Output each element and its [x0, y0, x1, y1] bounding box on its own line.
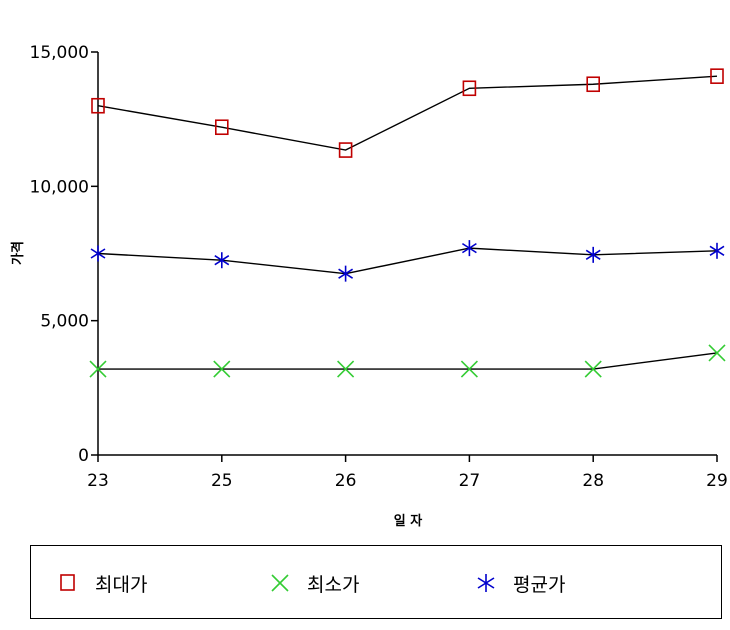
series-lines — [97, 75, 718, 370]
legend-item-max: 최대가 — [57, 546, 147, 620]
data-point-min — [213, 360, 231, 378]
data-point-max — [338, 142, 353, 158]
line-chart: 0 5,000 10,000 15,000 23 25 26 27 28 29 가격 일 자 — [11, 43, 728, 529]
x-tick-label: 27 — [459, 471, 481, 491]
legend: 최대가 최소가 평균가 — [30, 545, 722, 619]
y-tick-label: 5,000 — [40, 312, 89, 332]
x-tick-label: 28 — [582, 471, 604, 491]
y-tick-label: 10,000 — [30, 177, 89, 197]
y-axis-label: 가격 — [11, 241, 26, 265]
data-point-min — [584, 360, 602, 378]
x-axis-label: 일 자 — [394, 514, 422, 529]
x-tick-label: 23 — [87, 471, 109, 491]
data-point-avg — [461, 240, 477, 257]
data-point-avg — [585, 246, 601, 263]
data-point-min — [337, 360, 355, 378]
asterisk-marker-icon — [477, 574, 495, 592]
data-point-min — [708, 344, 726, 362]
legend-label-avg: 평균가 — [513, 573, 566, 596]
y-tick-label: 15,000 — [30, 43, 89, 63]
data-point-avg — [709, 242, 725, 259]
data-point-max — [462, 80, 477, 97]
series-line-2 — [97, 247, 718, 275]
legend-label-min: 최소가 — [307, 573, 360, 596]
data-point-min — [89, 360, 107, 378]
square-marker-icon — [60, 574, 75, 591]
x-ticks: 23 25 26 27 28 29 — [87, 455, 728, 491]
series-line-0 — [97, 75, 718, 151]
x-marker-icon — [271, 574, 289, 592]
x-tick-label: 26 — [335, 471, 357, 491]
y-tick-label: 0 — [78, 446, 89, 466]
y-ticks: 0 5,000 10,000 15,000 — [30, 43, 98, 466]
series-points — [89, 68, 726, 378]
data-point-avg — [90, 245, 106, 262]
x-tick-label: 25 — [211, 471, 233, 491]
data-point-max — [215, 119, 229, 136]
data-point-max — [586, 76, 601, 93]
x-tick-label: 29 — [706, 471, 728, 491]
data-point-avg — [338, 265, 354, 282]
data-point-max — [91, 97, 105, 114]
data-point-min — [460, 360, 478, 378]
legend-item-avg: 평균가 — [475, 546, 565, 620]
legend-label-max: 최대가 — [95, 573, 148, 596]
series-line-1 — [98, 352, 718, 370]
legend-item-min: 최소가 — [269, 546, 359, 620]
data-point-avg — [214, 252, 230, 269]
data-point-max — [710, 68, 724, 84]
